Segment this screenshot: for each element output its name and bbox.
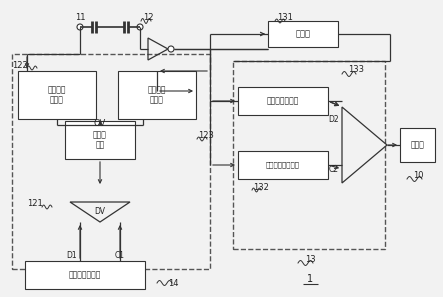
Text: 131: 131 <box>277 12 293 21</box>
Text: DV: DV <box>94 208 105 217</box>
Text: 电压产
生器: 电压产 生器 <box>93 130 107 150</box>
Circle shape <box>77 24 83 30</box>
Text: C1: C1 <box>115 252 125 260</box>
Text: 122: 122 <box>12 61 28 69</box>
Bar <box>233 61 385 249</box>
Text: 压控可变
电容器: 压控可变 电容器 <box>148 85 166 105</box>
Bar <box>268 21 338 47</box>
Text: 加热器: 加热器 <box>411 140 424 149</box>
Text: 第二温度传感器: 第二温度传感器 <box>267 97 299 105</box>
Text: 14: 14 <box>168 279 178 287</box>
Bar <box>238 151 328 179</box>
Bar <box>12 54 210 269</box>
Text: OV: OV <box>94 119 106 127</box>
Bar <box>18 71 96 119</box>
Text: D2: D2 <box>329 115 339 124</box>
Text: 1: 1 <box>307 274 313 284</box>
Text: 121: 121 <box>27 200 43 208</box>
Text: 压控可变
电容器: 压控可变 电容器 <box>48 85 66 105</box>
Text: 13: 13 <box>305 255 315 263</box>
Bar <box>65 121 135 159</box>
Text: D1: D1 <box>67 252 78 260</box>
Text: 11: 11 <box>75 12 85 21</box>
Text: 目标温度设定电路: 目标温度设定电路 <box>266 162 300 168</box>
Text: 132: 132 <box>253 182 269 192</box>
Circle shape <box>137 24 143 30</box>
Bar <box>400 128 435 162</box>
Bar <box>238 87 328 115</box>
Text: 第一温度传感器: 第一温度传感器 <box>69 271 101 279</box>
Bar <box>118 71 196 119</box>
Circle shape <box>168 46 174 52</box>
Text: 123: 123 <box>198 130 214 140</box>
Text: 缓冲器: 缓冲器 <box>295 29 311 39</box>
Text: 12: 12 <box>143 12 153 21</box>
Text: 133: 133 <box>348 66 364 75</box>
Bar <box>25 261 145 289</box>
Text: C2: C2 <box>329 165 339 173</box>
Text: 10: 10 <box>413 170 423 179</box>
